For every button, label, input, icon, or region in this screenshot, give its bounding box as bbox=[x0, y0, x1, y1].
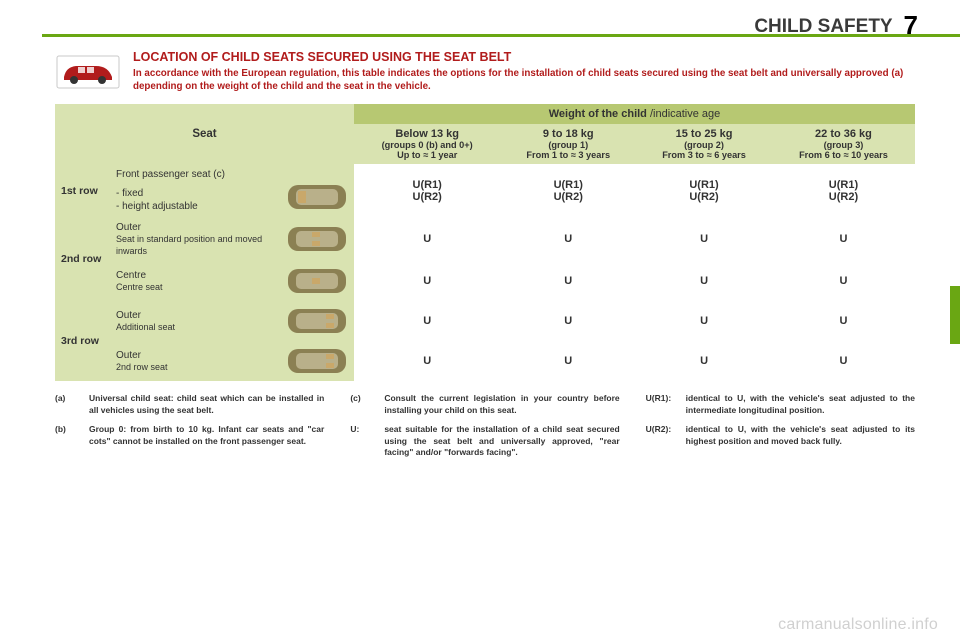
table-row: Outer 2nd row seat U U U U bbox=[55, 341, 915, 381]
cell: U bbox=[500, 217, 636, 261]
intro-row: LOCATION OF CHILD SEATS SECURED USING TH… bbox=[55, 50, 915, 94]
page-header: CHILD SAFETY 7 bbox=[754, 10, 918, 41]
cell: U(R1) U(R2) bbox=[500, 164, 636, 217]
side-tab bbox=[950, 286, 960, 344]
seat-desc: Outer Seat in standard position and move… bbox=[110, 217, 280, 261]
car-top-icon bbox=[280, 217, 354, 261]
section-title: LOCATION OF CHILD SEATS SECURED USING TH… bbox=[133, 50, 915, 64]
cell: U bbox=[636, 341, 772, 381]
seat-desc: Centre Centre seat bbox=[110, 261, 280, 301]
row-label-2: 2nd row bbox=[55, 217, 110, 301]
section-subtitle: In accordance with the European regulati… bbox=[133, 68, 915, 93]
page: CHILD SAFETY 7 LOCATION OF CHILD SEATS S… bbox=[0, 0, 960, 640]
seat-desc: Outer Additional seat bbox=[110, 301, 280, 341]
cell: U bbox=[354, 301, 500, 341]
cell: U bbox=[354, 341, 500, 381]
seat-desc: Outer 2nd row seat bbox=[110, 341, 280, 381]
cell: U bbox=[500, 341, 636, 381]
car-top-icon bbox=[280, 341, 354, 381]
cell: U(R1) U(R2) bbox=[354, 164, 500, 217]
car-top-icon bbox=[280, 261, 354, 301]
cell: U bbox=[500, 301, 636, 341]
car-top-icon bbox=[280, 164, 354, 217]
row-label-1: 1st row bbox=[55, 164, 110, 217]
table-row: 2nd row Outer Seat in standard position … bbox=[55, 217, 915, 261]
watermark: carmanualsonline.info bbox=[778, 616, 938, 634]
header-title: CHILD SAFETY bbox=[754, 16, 892, 37]
chapter-number: 7 bbox=[904, 10, 918, 40]
cell: U bbox=[636, 217, 772, 261]
table-row: Centre Centre seat U U U U bbox=[55, 261, 915, 301]
car-top-icon bbox=[280, 301, 354, 341]
car-side-icon bbox=[55, 50, 121, 94]
cell: U(R1) U(R2) bbox=[636, 164, 772, 217]
cell: U(R1) U(R2) bbox=[772, 164, 915, 217]
cell: U bbox=[354, 217, 500, 261]
cell: U bbox=[772, 341, 915, 381]
fn-col-2: (c)Consult the current legislation in yo… bbox=[350, 393, 619, 466]
wg-2: 15 to 25 kg (group 2) From 3 to ≈ 6 year… bbox=[636, 124, 772, 164]
cell: U bbox=[772, 301, 915, 341]
cell: U bbox=[500, 261, 636, 301]
cell: U bbox=[636, 261, 772, 301]
footnotes: (a)Universal child seat: child seat whic… bbox=[55, 393, 915, 466]
cell: U bbox=[772, 217, 915, 261]
col-weight: Weight of the child /indicative age bbox=[354, 104, 915, 124]
fn-col-3: U(R1):identical to U, with the vehicle's… bbox=[646, 393, 915, 466]
intro-text: LOCATION OF CHILD SEATS SECURED USING TH… bbox=[133, 50, 915, 94]
wg-3: 22 to 36 kg (group 3) From 6 to ≈ 10 yea… bbox=[772, 124, 915, 164]
content: LOCATION OF CHILD SEATS SECURED USING TH… bbox=[55, 50, 915, 467]
cell: U bbox=[772, 261, 915, 301]
wg-1: 9 to 18 kg (group 1) From 1 to ≈ 3 years bbox=[500, 124, 636, 164]
table-row: 1st row Front passenger seat (c) - fixed… bbox=[55, 164, 915, 217]
col-seat: Seat bbox=[55, 104, 354, 164]
child-seat-table: Seat Weight of the child /indicative age… bbox=[55, 104, 915, 381]
cell: U bbox=[354, 261, 500, 301]
seat-desc: Front passenger seat (c) - fixed - heigh… bbox=[110, 164, 280, 217]
row-label-3: 3rd row bbox=[55, 301, 110, 381]
wg-0: Below 13 kg (groups 0 (b) and 0+) Up to … bbox=[354, 124, 500, 164]
fn-col-1: (a)Universal child seat: child seat whic… bbox=[55, 393, 324, 466]
cell: U bbox=[636, 301, 772, 341]
table-row: 3rd row Outer Additional seat U U U U bbox=[55, 301, 915, 341]
